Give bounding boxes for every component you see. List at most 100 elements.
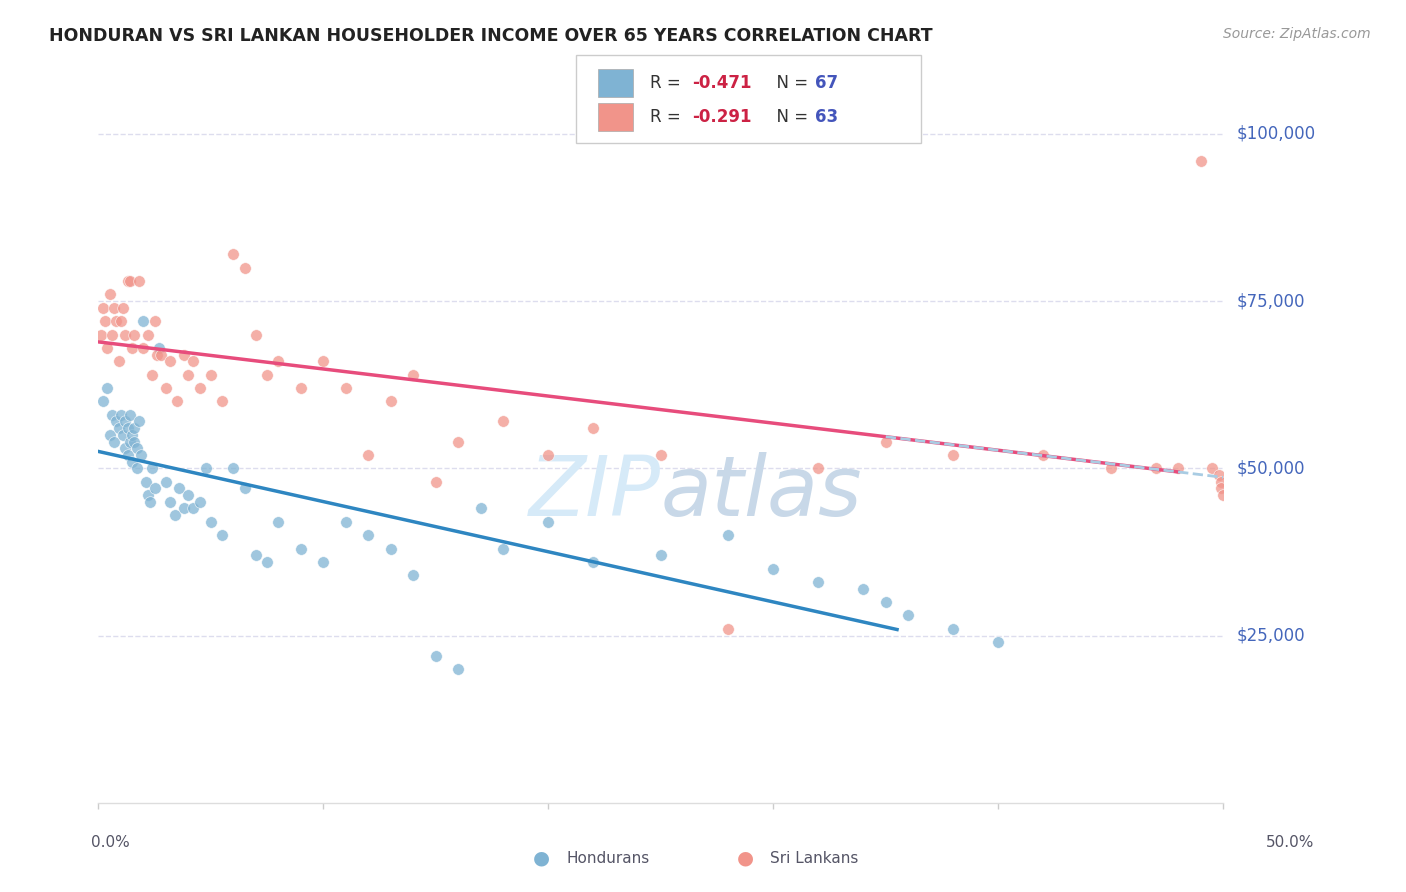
Point [425,648,447,663]
Point [357,528,380,542]
Point [211,394,233,409]
Point [129,448,152,462]
Point [245,327,267,342]
Point [1201,461,1223,475]
Point [117,274,139,288]
Point [447,662,470,676]
Point [717,622,740,636]
Point [166,394,188,409]
Point [114,414,136,428]
Text: Sri Lankans: Sri Lankans [770,851,859,865]
Point [169,482,191,496]
Point [335,515,357,529]
Point [146,348,169,362]
Point [105,414,128,428]
Point [1208,467,1230,482]
Point [128,274,150,288]
Point [101,327,124,342]
Point [107,354,129,368]
Point [125,441,148,455]
Point [118,434,141,449]
Point [425,475,447,489]
Point [211,528,233,542]
Point [159,494,181,508]
Point [1099,461,1122,475]
Point [290,541,312,556]
Point [91,394,114,409]
Point [380,394,402,409]
Point [762,562,785,576]
Point [118,274,141,288]
Point [124,327,146,342]
Point [1209,475,1232,489]
Text: N =: N = [766,108,814,126]
Point [125,461,148,475]
Point [177,488,200,502]
Point [290,381,312,395]
Point [852,582,875,596]
Text: N =: N = [766,74,814,92]
Point [150,348,173,362]
Point [188,494,211,508]
Point [110,314,132,328]
Text: Source: ZipAtlas.com: Source: ZipAtlas.com [1223,27,1371,41]
Text: HONDURAN VS SRI LANKAN HOUSEHOLDER INCOME OVER 65 YEARS CORRELATION CHART: HONDURAN VS SRI LANKAN HOUSEHOLDER INCOM… [49,27,932,45]
Point [101,408,124,422]
Point [357,448,380,462]
Text: Hondurans: Hondurans [567,851,650,865]
Point [124,421,146,435]
Point [103,301,125,315]
Point [163,508,186,523]
Point [96,341,118,355]
Text: 63: 63 [815,108,838,126]
Point [128,414,150,428]
Point [121,454,143,469]
Point [98,427,121,442]
Point [256,368,278,382]
Point [117,448,139,462]
Point [155,381,177,395]
Point [807,461,830,475]
Point [103,434,125,449]
Point [112,427,135,442]
Text: -0.471: -0.471 [692,74,751,92]
Point [159,354,181,368]
Point [1167,461,1189,475]
Point [181,501,204,516]
Point [132,314,155,328]
Point [492,414,515,428]
Point [582,421,605,435]
Point [897,608,920,623]
Point [143,482,166,496]
Point [173,501,195,516]
Text: $25,000: $25,000 [1237,626,1306,645]
Text: atlas: atlas [661,451,862,533]
Point [181,354,204,368]
Point [402,568,425,582]
Text: -0.291: -0.291 [692,108,751,126]
Text: 50.0%: 50.0% [1267,836,1315,850]
Point [143,314,166,328]
Point [1212,488,1234,502]
Point [112,301,135,315]
Point [94,314,117,328]
Point [470,501,492,516]
Point [807,575,830,590]
Point [135,475,157,489]
Point [121,427,143,442]
Text: ●: ● [737,848,754,868]
Point [98,287,121,301]
Text: $75,000: $75,000 [1237,292,1306,310]
Point [148,341,170,355]
Point [136,327,159,342]
Text: ●: ● [533,848,550,868]
Point [537,448,560,462]
Point [582,555,605,569]
Point [91,301,114,315]
Point [537,515,560,529]
Point [875,434,897,449]
Point [650,548,672,563]
Point [173,348,195,362]
Point [222,247,245,261]
Point [1209,482,1232,496]
